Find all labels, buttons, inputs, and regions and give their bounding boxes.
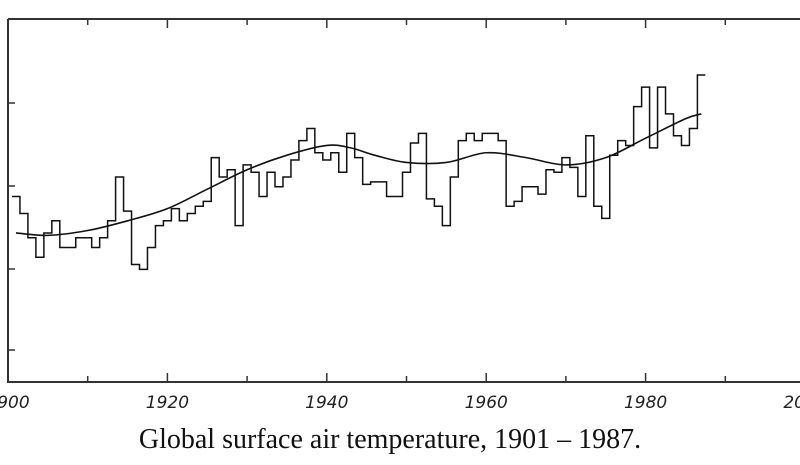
x-tick-label: 1960	[465, 393, 508, 413]
chart-title: Global surface air temperature, 1901 – 1…	[139, 424, 641, 455]
x-tick-label: 2000	[783, 393, 800, 413]
x-tick-labels: 1900 1920 1940 1960 1980 2000	[0, 393, 800, 413]
series-group	[11, 74, 706, 271]
x-tick-label: 1940	[305, 393, 348, 413]
axis-ticks	[7, 19, 727, 382]
annual-step-series	[11, 74, 706, 271]
x-tick-label: 1900	[0, 393, 30, 413]
x-tick-label: 1920	[146, 393, 189, 413]
x-tick-label: 1980	[624, 393, 667, 413]
smoothed-trend-series	[15, 113, 702, 237]
